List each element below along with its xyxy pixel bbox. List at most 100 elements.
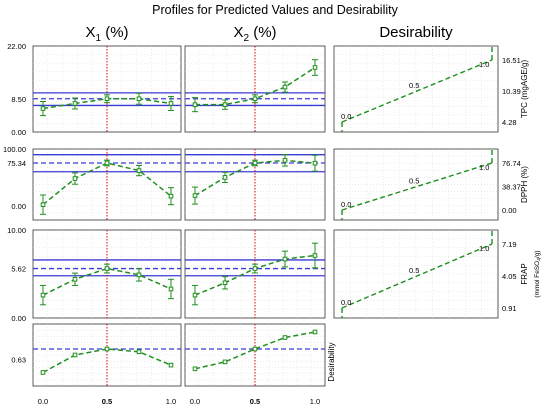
data-point [222, 102, 228, 107]
desirability-y-tick: 7.19 [502, 240, 517, 249]
desirability-header: Desirability [379, 24, 453, 41]
overall-point [40, 370, 46, 375]
y-tick-label: 10.00 [7, 226, 26, 235]
overall-point [136, 349, 142, 355]
data-point [168, 193, 174, 199]
profile-3-x2 [184, 229, 326, 319]
x-tick-label: 1.0 [166, 397, 176, 406]
desirability-fn-1: 0.0 0.5 1.0 [333, 45, 499, 133]
data-point [192, 193, 198, 198]
profile-1-x2 [184, 45, 326, 133]
data-point [312, 160, 318, 166]
data-point [312, 65, 318, 70]
desirability-y-tick: 0.00 [502, 206, 517, 215]
desirability-y-tick: 4.05 [502, 272, 517, 281]
profile-line [42, 267, 172, 296]
overall-profile-x1 [32, 323, 182, 387]
overall-point [312, 329, 318, 335]
overall-point [222, 359, 228, 365]
x-tick-label: 0.0 [38, 397, 48, 406]
y-tick-label: 22.00 [7, 42, 26, 51]
data-point [104, 266, 110, 271]
y-tick-label: 0.00 [11, 202, 26, 211]
data-point [192, 102, 198, 107]
data-point [252, 160, 258, 166]
data-point [136, 96, 142, 102]
data-point [222, 280, 228, 286]
desirability-low-label: 0.0 [341, 112, 351, 121]
data-point [282, 84, 288, 90]
overall-profile-line [42, 348, 172, 374]
profile-3-x1 [32, 229, 182, 319]
data-point [282, 158, 288, 163]
overall-point [104, 346, 110, 352]
profile-2-x1 [32, 148, 182, 221]
data-point [282, 256, 288, 262]
desirability-line [341, 243, 493, 309]
data-point [168, 101, 174, 106]
overall-profile-line [194, 331, 316, 370]
response-label: TPC (mgAGE/g) [520, 60, 529, 119]
desirability-y-tick: 10.39 [502, 87, 521, 96]
data-point [252, 266, 258, 271]
desirability-mid-label: 0.5 [409, 177, 419, 186]
overall-point [72, 352, 78, 358]
desirability-high-label: 1.0 [479, 60, 489, 69]
y-tick-label: 8.50 [11, 95, 26, 104]
x-tick-label: 0.0 [190, 397, 200, 406]
data-point [72, 176, 78, 181]
overall-point [252, 346, 258, 352]
desirability-mid-label: 0.5 [409, 81, 419, 90]
desirability-low-label: 0.0 [341, 298, 351, 307]
desirability-y-tick: 16.51 [502, 56, 521, 65]
factor-header-1: X1 (%) [85, 24, 128, 44]
data-point [222, 175, 228, 180]
desirability-y-tick: 76.74 [502, 159, 521, 168]
data-point [168, 286, 174, 292]
desirability-low-label: 0.0 [341, 200, 351, 209]
desirability-y-tick: 4.28 [502, 118, 517, 127]
desirability-y-tick: 38.37 [502, 183, 521, 192]
data-point [136, 272, 142, 278]
data-point [136, 168, 142, 173]
overall-point [282, 335, 288, 340]
response-unit-label: (mmol FeSO4/g) [534, 250, 543, 297]
data-point [104, 160, 110, 166]
desirability-fn-3: 0.0 0.5 1.0 [333, 229, 499, 319]
x-tick-label: 1.0 [310, 397, 320, 406]
overall-y-tick: 0.63 [11, 356, 26, 365]
desirability-high-label: 1.0 [479, 244, 489, 253]
desirability-mid-label: 0.5 [409, 266, 419, 275]
desirability-high-label: 1.0 [479, 163, 489, 172]
data-point [192, 292, 198, 298]
response-label: DPPH (%) [520, 166, 529, 203]
data-point [312, 253, 318, 258]
data-point [72, 276, 78, 282]
factor-header-2: X2 (%) [233, 24, 276, 44]
data-point [40, 106, 46, 111]
x-tick-label: 0.5 [250, 397, 260, 406]
chart-title: Profiles for Predicted Values and Desira… [152, 3, 398, 17]
y-tick-label: 0.00 [11, 314, 26, 323]
overall-profile-x2 [184, 323, 326, 387]
overall-desirability-label: Desirability [327, 342, 336, 381]
desirability-fn-2: 0.0 0.5 1.0 [333, 148, 499, 221]
data-point [104, 96, 110, 102]
desirability-line [341, 59, 493, 123]
data-point [40, 292, 46, 298]
data-point [72, 101, 78, 106]
profile-1-x1 [32, 45, 182, 133]
overall-point [168, 362, 174, 368]
y-tick-label: 0.00 [11, 128, 26, 137]
data-point [40, 202, 46, 207]
response-label: FRAP [520, 263, 529, 284]
x-tick-label: 0.5 [102, 397, 112, 406]
y-tick-label: 100.00 [3, 145, 26, 154]
desirability-line [341, 162, 493, 211]
desirability-y-tick: 0.91 [502, 304, 517, 313]
overall-point [192, 366, 198, 372]
y-tick-label: 5.62 [11, 265, 26, 274]
data-point [252, 96, 258, 102]
